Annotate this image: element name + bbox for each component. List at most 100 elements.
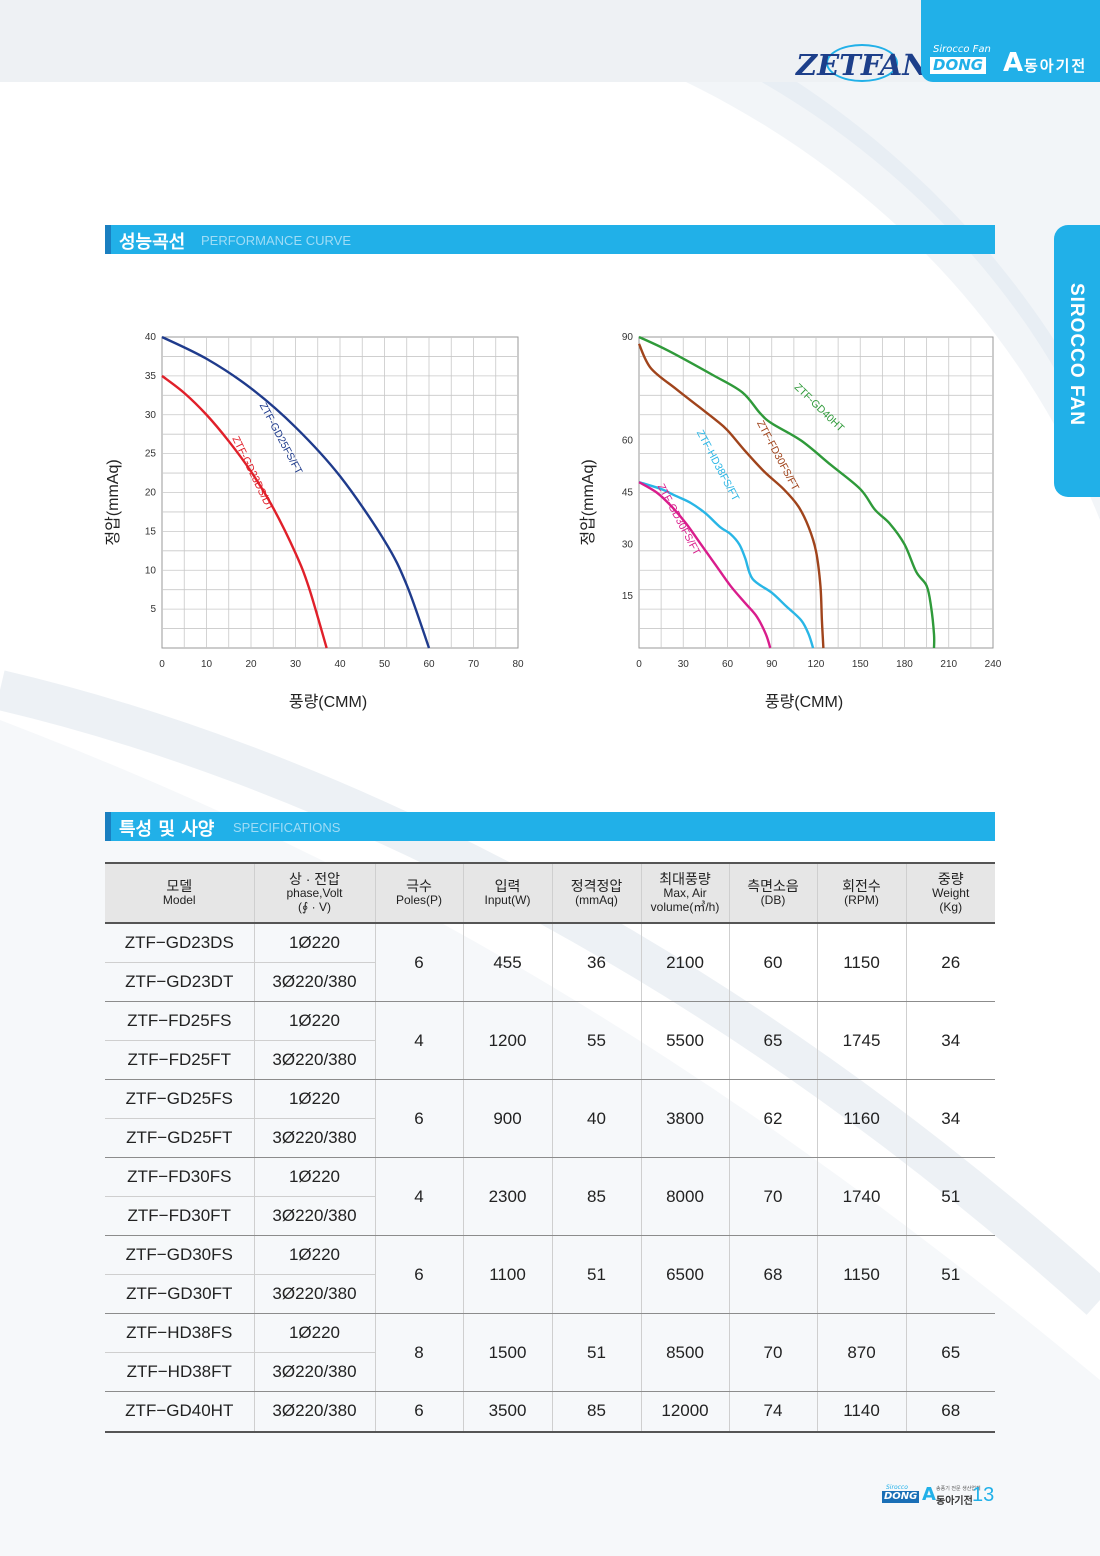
header-text: Model bbox=[162, 893, 196, 908]
footer-tagline: 송풍기 전문 생산업체 bbox=[936, 1486, 981, 1492]
x-tick-label: 0 bbox=[636, 659, 642, 670]
company-logo-a: A bbox=[1003, 48, 1024, 78]
rpm-cell: 1150 bbox=[816, 923, 906, 1002]
x-tick-label: 90 bbox=[766, 659, 778, 670]
side-tab-label: SIROCCO FAN bbox=[1066, 283, 1087, 426]
y-tick-label: 15 bbox=[622, 591, 634, 602]
header-text: 회전수 bbox=[842, 878, 881, 895]
weight-cell: 34 bbox=[905, 1079, 995, 1158]
y-tick-label: 60 bbox=[622, 436, 634, 447]
header-text: phase,Volt bbox=[286, 886, 343, 901]
section-bar-performance: 성능곡선 PERFORMANCE CURVE bbox=[105, 225, 995, 254]
x-tick-label: 80 bbox=[512, 659, 524, 670]
series-line bbox=[638, 335, 936, 649]
company-logo-dong: DONG bbox=[930, 57, 987, 74]
section-bar-marker bbox=[105, 225, 111, 254]
table-row: ZTF−FD30FT 3Ø220/380 bbox=[105, 1196, 995, 1236]
zetfan-logo: ZETFAN bbox=[796, 48, 929, 82]
input-cell: 455 bbox=[462, 923, 552, 1002]
header-text: Input(W) bbox=[484, 893, 531, 908]
y-axis-label: 정압(mmAq) bbox=[579, 459, 597, 545]
page-number: 13 bbox=[972, 1484, 995, 1506]
model-cell: ZTF−GD23DS bbox=[105, 923, 254, 963]
poles-cell: 6 bbox=[374, 1079, 463, 1158]
zetfan-logo-ring bbox=[826, 44, 898, 82]
table-row: ZTF−GD25FS 1Ø220 6 900 40 3800 62 1160 34 bbox=[105, 1079, 995, 1158]
table-header-cell: 최대풍량 Max, Air volume(㎥/h) bbox=[640, 862, 729, 924]
header-text: (Kg) bbox=[939, 900, 963, 915]
poles-cell: 4 bbox=[374, 1157, 463, 1236]
specifications-table: 모델 Model 상 · 전압 phase,Volt (∮ · V) 극수 Poles(P)… bbox=[105, 862, 995, 1433]
x-tick-label: 0 bbox=[159, 659, 165, 670]
weight-cell: 51 bbox=[905, 1157, 995, 1236]
table-header-cell: 모델 Model bbox=[105, 862, 254, 924]
header-text: 정격정압 bbox=[570, 878, 623, 895]
series-line bbox=[638, 481, 772, 649]
noise-cell: 74 bbox=[728, 1391, 817, 1433]
model-cell: ZTF−GD25FT bbox=[105, 1118, 254, 1158]
footer-logo-dong: DONG bbox=[882, 1491, 920, 1503]
header-text: 모델 bbox=[166, 878, 193, 895]
weight-cell: 68 bbox=[905, 1391, 995, 1433]
header-text: Max, Air bbox=[663, 886, 707, 901]
input-cell: 2300 bbox=[462, 1157, 552, 1236]
input-cell: 1100 bbox=[462, 1235, 552, 1314]
poles-cell: 6 bbox=[374, 1235, 463, 1314]
rpm-cell: 1740 bbox=[816, 1157, 906, 1236]
input-cell: 3500 bbox=[462, 1391, 552, 1433]
table-row: ZTF−FD30FS 1Ø220 4 2300 85 8000 70 1740 51 bbox=[105, 1157, 995, 1236]
phase-volt-cell: 1Ø220 bbox=[253, 1079, 375, 1119]
phase-volt-cell: 3Ø220/380 bbox=[253, 1196, 375, 1236]
table-row: ZTF−GD23DS 1Ø220 6 455 36 2100 60 1150 26 bbox=[105, 923, 995, 1002]
noise-cell: 70 bbox=[728, 1157, 817, 1236]
x-tick-label: 120 bbox=[808, 659, 825, 670]
weight-cell: 26 bbox=[905, 923, 995, 1002]
table-row: ZTF−GD23DT 3Ø220/380 bbox=[105, 962, 995, 1002]
table-row: ZTF−GD30FS 1Ø220 6 1100 51 6500 68 1150 51 bbox=[105, 1235, 995, 1314]
section-title-en: SPECIFICATIONS bbox=[233, 820, 341, 835]
performance-chart-right: 0 30 60 90 120 150 180 210 240 15 30 45 60 90 풍량(CMM) 정… bbox=[579, 332, 1002, 711]
series-line bbox=[161, 335, 431, 649]
y-tick-label: 10 bbox=[145, 565, 157, 576]
table-header-cell: 상 · 전압 phase,Volt (∮ · V) bbox=[253, 862, 375, 924]
noise-cell: 65 bbox=[728, 1001, 817, 1080]
phase-volt-cell: 1Ø220 bbox=[253, 1235, 375, 1275]
pressure-cell: 51 bbox=[551, 1235, 641, 1314]
chart-grid bbox=[161, 336, 519, 649]
table-row: ZTF−HD38FT 3Ø220/380 bbox=[105, 1352, 995, 1392]
table-header-cell: 측면소음 (DB) bbox=[728, 862, 817, 924]
weight-cell: 34 bbox=[905, 1001, 995, 1080]
x-tick-label: 60 bbox=[423, 659, 435, 670]
noise-cell: 70 bbox=[728, 1313, 817, 1392]
company-logo-korean: 동아기전 bbox=[1024, 57, 1088, 75]
table-row: ZTF−HD38FS 1Ø220 8 1500 51 8500 70 870 65 bbox=[105, 1313, 995, 1392]
poles-cell: 6 bbox=[374, 923, 463, 1002]
poles-cell: 6 bbox=[374, 1391, 463, 1433]
phase-volt-cell: 3Ø220/380 bbox=[253, 1118, 375, 1158]
model-cell: ZTF−FD30FT bbox=[105, 1196, 254, 1236]
section-title-ko: 특성 및 사양 bbox=[119, 819, 215, 840]
y-tick-label: 15 bbox=[145, 526, 157, 537]
side-tab: SIROCCO FAN bbox=[1054, 225, 1100, 497]
header-text: Poles(P) bbox=[395, 893, 442, 908]
model-cell: ZTF−GD30FS bbox=[105, 1235, 254, 1275]
y-tick-label: 45 bbox=[622, 488, 634, 499]
model-cell: ZTF−GD30FT bbox=[105, 1274, 254, 1314]
model-cell: ZTF−FD25FS bbox=[105, 1001, 254, 1041]
header-text: volume(㎥/h) bbox=[650, 900, 720, 915]
airflow-cell: 12000 bbox=[640, 1391, 729, 1433]
company-logo-small: Sirocco Fan bbox=[933, 44, 991, 55]
y-tick-label: 5 bbox=[150, 604, 156, 615]
model-cell: ZTF−GD25FS bbox=[105, 1079, 254, 1119]
x-tick-label: 30 bbox=[290, 659, 302, 670]
header-text: (RPM) bbox=[844, 893, 879, 908]
x-tick-label: 10 bbox=[201, 659, 213, 670]
model-cell: ZTF−HD38FT bbox=[105, 1352, 254, 1392]
rpm-cell: 1150 bbox=[816, 1235, 906, 1314]
airflow-cell: 8500 bbox=[640, 1313, 729, 1392]
x-tick-label: 50 bbox=[379, 659, 391, 670]
pressure-cell: 40 bbox=[551, 1079, 641, 1158]
input-cell: 1500 bbox=[462, 1313, 552, 1392]
rpm-cell: 1140 bbox=[816, 1391, 906, 1433]
footer-logo-a: A bbox=[922, 1484, 936, 1505]
